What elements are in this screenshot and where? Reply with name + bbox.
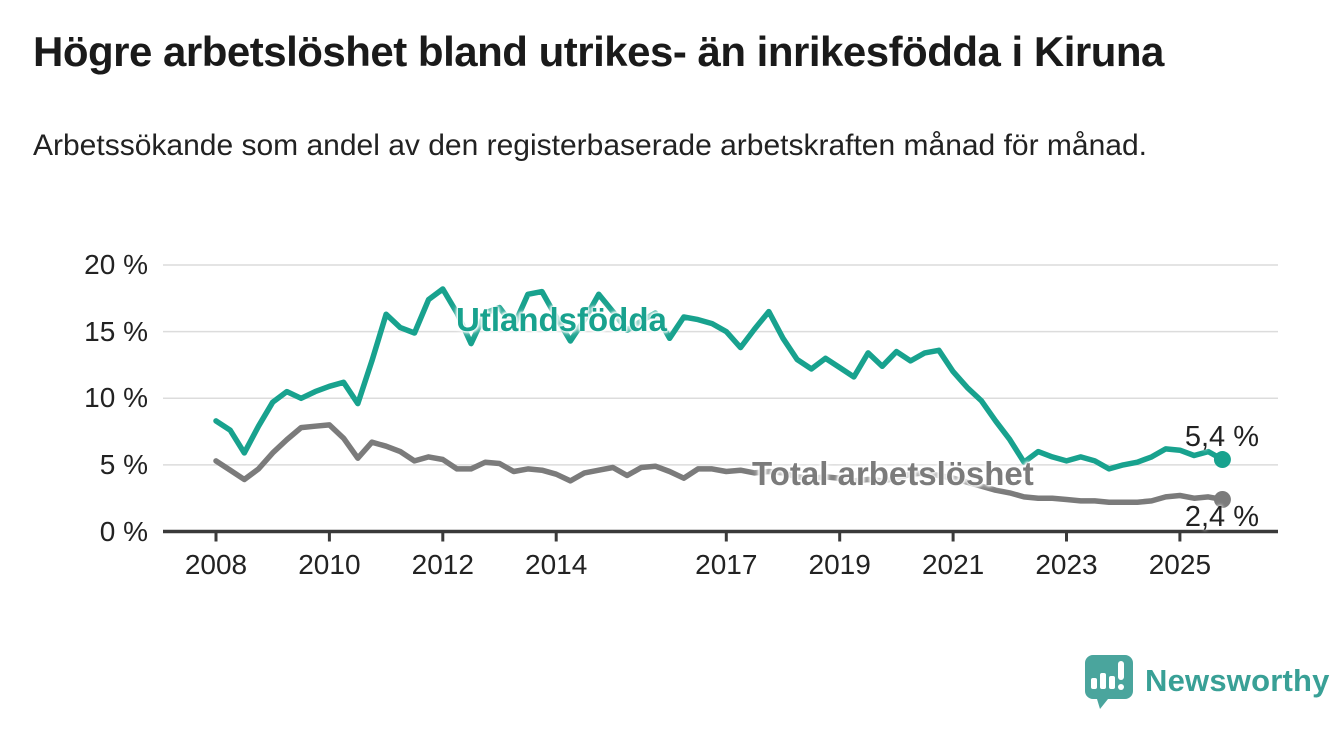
y-tick-label: 10 % xyxy=(84,382,148,414)
y-tick-label: 0 % xyxy=(99,515,148,547)
x-tick-label: 2021 xyxy=(921,549,985,580)
series-label-utlandsfodda: Utlandsfödda xyxy=(456,301,667,338)
x-tick-label: 2023 xyxy=(1035,549,1098,580)
logo-bar-small xyxy=(1091,678,1097,689)
x-tick-label: 2019 xyxy=(808,549,871,580)
series-end-dot xyxy=(1213,491,1231,509)
logo-bar-large xyxy=(1109,676,1115,689)
x-tick-label: 2008 xyxy=(184,549,248,580)
logo-exclamation-bar xyxy=(1118,661,1124,680)
newsworthy-wordmark: Newsworthy xyxy=(1145,663,1330,698)
series-line xyxy=(213,286,1226,472)
x-tick-label: 2017 xyxy=(695,549,758,580)
x-tick-label: 2014 xyxy=(525,549,588,580)
end-value-label-total: 2,4 % xyxy=(1184,501,1259,533)
newsworthy-logo-icon xyxy=(1085,655,1133,709)
logo-exclamation-dot xyxy=(1118,684,1124,690)
newsworthy-brand: Newsworthy xyxy=(1083,652,1330,710)
series-end-dot xyxy=(1213,451,1231,469)
x-tick-label: 2025 xyxy=(1148,549,1212,580)
chart-subtitle: Arbetssökande som andel av den registerb… xyxy=(33,129,1147,162)
y-tick-label: 20 % xyxy=(84,249,148,280)
y-tick-label: 15 % xyxy=(84,315,148,347)
chart-title: Högre arbetslöshet bland utrikes- än inr… xyxy=(33,28,1164,75)
logo-bar-medium xyxy=(1100,673,1106,689)
x-tick-label: 2010 xyxy=(298,549,361,580)
series-line xyxy=(213,422,1226,505)
x-tick-label: 2012 xyxy=(411,549,474,580)
end-value-label-utlandsfodda: 5,4 % xyxy=(1184,421,1259,453)
y-tick-label: 5 % xyxy=(99,448,148,480)
series-label-total: Total arbetslöshet xyxy=(752,455,1034,492)
